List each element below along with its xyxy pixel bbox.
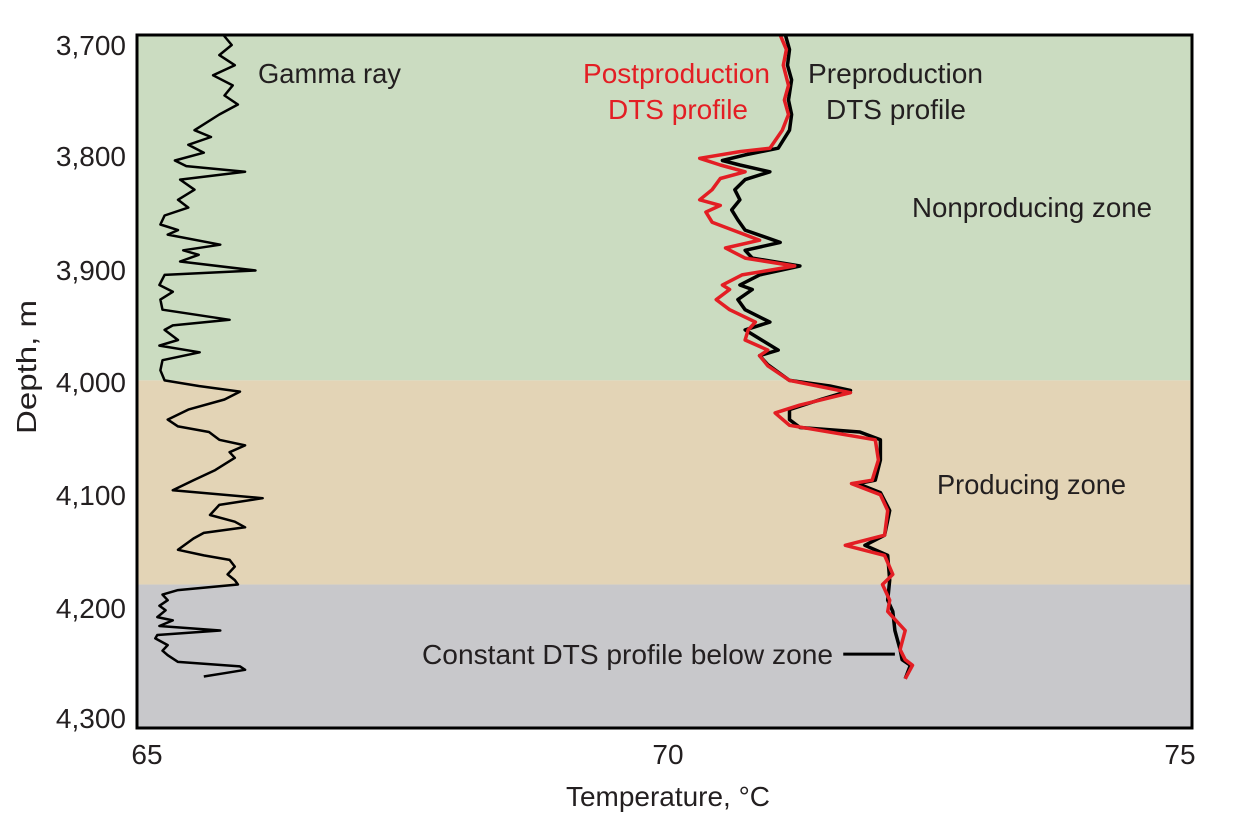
nonproducing-zone-label: Nonproducing zone [912, 192, 1152, 223]
postproduction-label-line1: Postproduction [583, 58, 770, 89]
series-lines [154, 34, 915, 680]
preproduction-label-line2: DTS profile [826, 94, 966, 125]
plot-frame [135, 33, 1194, 730]
zone-bands [137, 35, 1192, 728]
pre-line [720, 34, 913, 680]
y-tick-label: 3,900 [56, 255, 126, 286]
y-tick-label: 4,100 [56, 480, 126, 511]
constant-profile-label: Constant DTS profile below zone [422, 639, 833, 670]
preproduction-label-line1: Preproduction [808, 58, 983, 89]
zone-band [137, 35, 1192, 381]
y-tick-label: 4,300 [56, 703, 126, 734]
x-tick-label: 65 [131, 739, 162, 770]
zone-band [137, 584, 1192, 728]
y-tick-label: 4,000 [56, 367, 126, 398]
x-tick-label: 75 [1164, 739, 1195, 770]
x-tick-labels: 65 70 75 [131, 739, 1195, 770]
y-tick-label: 3,700 [56, 30, 126, 61]
y-axis-label: Depth, m [11, 300, 42, 434]
x-axis-label: Temperature, °C [566, 781, 770, 812]
producing-zone-label: Producing zone [937, 469, 1126, 500]
y-tick-labels: 3,700 3,800 3,900 4,000 4,100 4,200 4,30… [56, 30, 126, 734]
zone-band [137, 380, 1192, 585]
gamma-line [154, 34, 264, 678]
x-tick-label: 70 [652, 739, 683, 770]
y-tick-label: 3,800 [56, 141, 126, 172]
postproduction-label-line2: DTS profile [608, 94, 748, 125]
gamma-ray-label: Gamma ray [258, 58, 401, 89]
post-line [697, 34, 915, 680]
y-tick-label: 4,200 [56, 593, 126, 624]
